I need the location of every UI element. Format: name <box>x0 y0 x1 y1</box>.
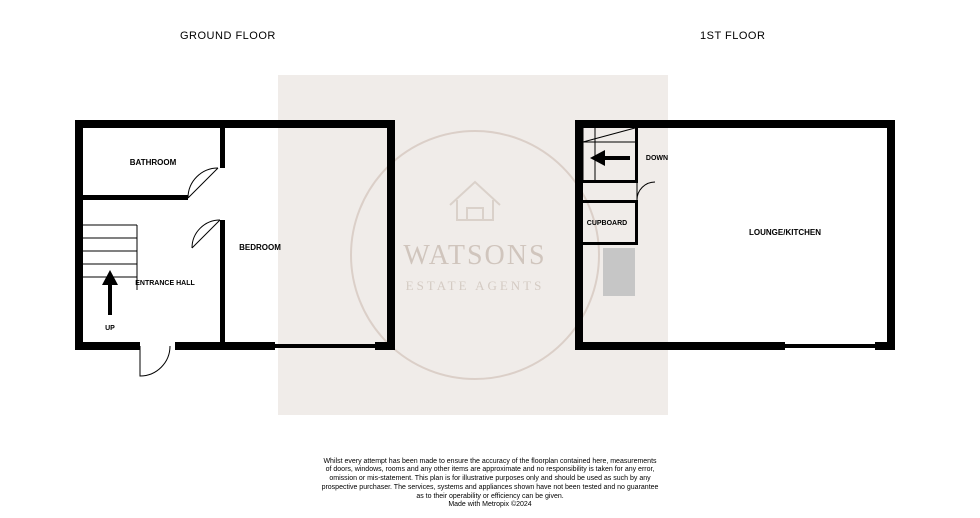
label-bathroom: BATHROOM <box>130 158 177 167</box>
label-down: DOWN <box>646 155 668 162</box>
label-cupboard: CUPBOARD <box>587 220 627 227</box>
label-entrance-hall: ENTRANCE HALL <box>135 280 195 287</box>
title-ground-floor: GROUND FLOOR <box>180 30 276 42</box>
ground-floor-plan: BATHROOM ENTRANCE HALL UP BEDROOM <box>75 120 405 380</box>
first-floor-plan: DOWN CUPBOARD LOUNGE/KITCHEN <box>575 120 905 370</box>
title-first-floor: 1ST FLOOR <box>700 30 765 42</box>
disclaimer-line: prospective purchaser. The services, sys… <box>322 484 659 491</box>
disclaimer-line: omission or mis-statement. This plan is … <box>329 475 650 482</box>
label-lounge-kitchen: LOUNGE/KITCHEN <box>749 228 821 237</box>
label-bedroom: BEDROOM <box>239 243 281 252</box>
disclaimer-line: as to their operability or efficiency ca… <box>416 493 563 500</box>
disclaimer: Whilst every attempt has been made to en… <box>190 458 790 511</box>
disclaimer-line: of doors, windows, rooms and any other i… <box>326 466 655 473</box>
disclaimer-line: Made with Metropix ©2024 <box>448 501 531 508</box>
watermark-house-icon <box>445 170 505 230</box>
disclaimer-line: Whilst every attempt has been made to en… <box>323 458 656 465</box>
label-up: UP <box>105 325 115 332</box>
